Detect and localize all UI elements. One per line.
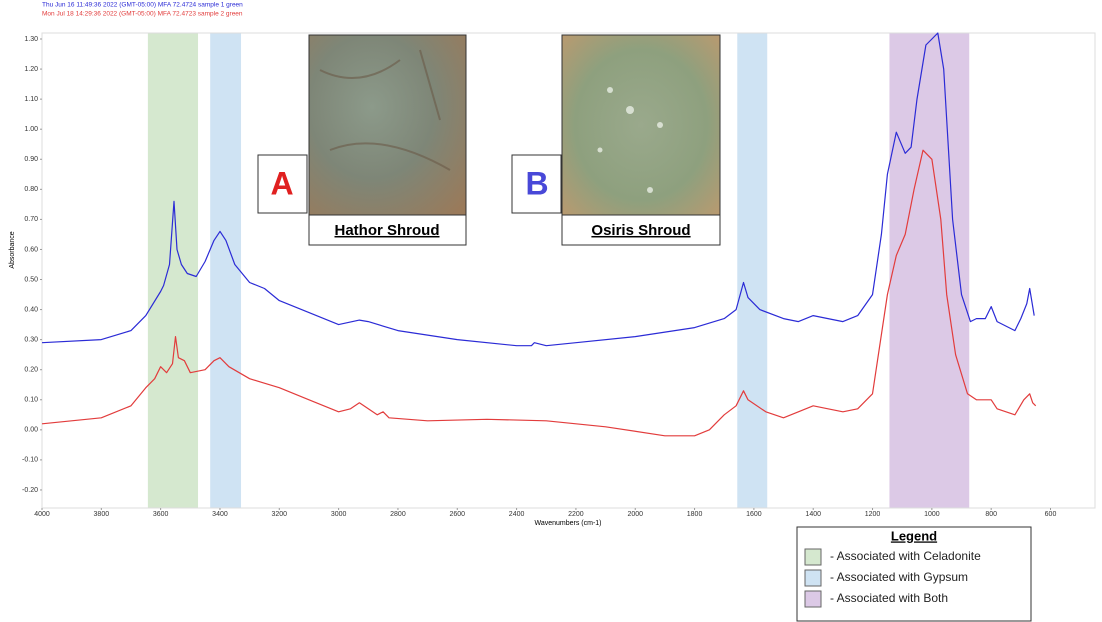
y-tick-label: 0.70 — [24, 216, 38, 223]
inset-caption: Osiris Shroud — [591, 222, 690, 239]
legend-swatch — [805, 591, 821, 607]
inset-caption: Hathor Shroud — [335, 222, 440, 239]
x-tick-label: 2400 — [509, 511, 525, 518]
y-tick-label: 1.10 — [24, 96, 38, 103]
inset-letter: A — [270, 165, 293, 201]
x-tick-label: 1200 — [865, 511, 881, 518]
x-tick-label: 2000 — [627, 511, 643, 518]
x-tick-label: 3600 — [153, 511, 169, 518]
y-tick-label: -0.10 — [22, 457, 38, 464]
series-header: Thu Jun 16 11:49:36 2022 (GMT-05:00) MFA… — [42, 2, 243, 9]
y-tick-label: 0.60 — [24, 246, 38, 253]
y-tick-label: 0.00 — [24, 427, 38, 434]
x-tick-label: 2800 — [390, 511, 406, 518]
x-tick-label: 2600 — [449, 511, 465, 518]
inset-letter: B — [525, 165, 548, 201]
y-tick-label: 1.30 — [24, 36, 38, 43]
x-tick-label: 3200 — [272, 511, 288, 518]
y-tick-label: 0.10 — [24, 397, 38, 404]
y-tick-label: 0.90 — [24, 156, 38, 163]
band — [210, 33, 241, 508]
x-tick-label: 1000 — [924, 511, 940, 518]
x-axis-label: Wavenumbers (cm-1) — [534, 520, 601, 527]
band — [148, 33, 198, 508]
y-axis-label: Absorbance — [9, 231, 16, 268]
legend-swatch — [805, 570, 821, 586]
x-tick-label: 3400 — [212, 511, 228, 518]
y-tick-label: 0.50 — [24, 276, 38, 283]
legend-label: - Associated with Gypsum — [830, 570, 968, 584]
y-tick-label: 0.20 — [24, 367, 38, 374]
band — [737, 33, 767, 508]
y-tick-label: 0.30 — [24, 336, 38, 343]
series-header: Mon Jul 18 14:29:36 2022 (GMT-05:00) MFA… — [42, 11, 243, 18]
legend-label: - Associated with Celadonite — [830, 549, 981, 563]
y-tick-label: 0.80 — [24, 186, 38, 193]
y-tick-label: 1.00 — [24, 126, 38, 133]
x-tick-label: 1800 — [687, 511, 703, 518]
photo — [309, 35, 466, 215]
legend-title: Legend — [891, 528, 937, 543]
chart: 1.30 1.20 1.10 1.00 0.90 0.80 0.70 0.60 0.50 0.40… — [0, 0, 1102, 622]
y-tick-label: 0.40 — [24, 306, 38, 313]
x-tick-label: 1600 — [746, 511, 762, 518]
x-tick-label: 800 — [985, 511, 997, 518]
photo — [562, 35, 720, 215]
band — [889, 33, 969, 508]
y-tick-label: 1.20 — [24, 66, 38, 73]
x-tick-label: 2200 — [568, 511, 584, 518]
legend-swatch — [805, 549, 821, 565]
x-tick-label: 3800 — [94, 511, 110, 518]
x-tick-label: 3000 — [331, 511, 347, 518]
x-tick-label: 600 — [1045, 511, 1057, 518]
y-tick-label: -0.20 — [22, 487, 38, 494]
page: {"chart_data": { "type": "line", "xlabel… — [0, 0, 1102, 622]
x-tick-label: 1400 — [805, 511, 821, 518]
legend-label: - Associated with Both — [830, 591, 948, 605]
x-tick-label: 4000 — [34, 511, 50, 518]
